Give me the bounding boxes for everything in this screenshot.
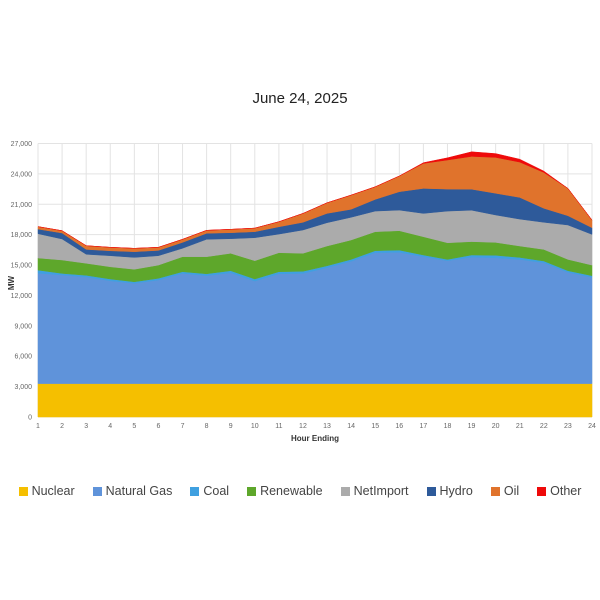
x-tick-label: 24: [588, 423, 596, 430]
x-tick-label: 3: [84, 423, 88, 430]
legend-item-netimport: NetImport: [340, 484, 409, 498]
area-other: [37, 151, 593, 249]
x-tick-label: 15: [371, 423, 379, 430]
x-tick-label: 13: [323, 423, 331, 430]
x-tick-label: 5: [132, 423, 136, 430]
legend: Nuclear Natural Gas Coal Renewable NetImport…: [0, 484, 600, 498]
x-tick-label: 17: [419, 423, 427, 430]
y-tick-label: 15,000: [11, 263, 33, 270]
x-tick-label: 16: [395, 423, 403, 430]
x-axis-label: Hour Ending: [291, 434, 339, 443]
legend-item-coal: Coal: [190, 484, 229, 498]
legend-swatch: [92, 486, 102, 496]
y-axis-label: MW: [7, 275, 16, 290]
area-series: [37, 151, 593, 418]
x-tick-label: 4: [108, 423, 112, 430]
x-tick-label: 10: [251, 423, 259, 430]
x-tick-label: 7: [181, 423, 185, 430]
x-tick-label: 12: [299, 423, 307, 430]
legend-swatch: [340, 486, 350, 496]
y-tick-label: 12,000: [11, 293, 33, 300]
legend-label: Natural Gas: [105, 484, 173, 498]
legend-item-nuclear: Nuclear: [18, 484, 75, 498]
x-tick-label: 18: [444, 423, 452, 430]
x-tick-label: 21: [516, 423, 524, 430]
y-axis-ticks: 0 3,000 6,000 9,000 12,000 15,000 18,000 21,000…: [11, 141, 33, 422]
y-tick-label: 0: [28, 415, 32, 422]
legend-item-oil: Oil: [490, 484, 520, 498]
legend-label: Renewable: [260, 484, 323, 498]
x-tick-label: 14: [347, 423, 355, 430]
y-tick-label: 21,000: [11, 202, 33, 209]
y-tick-label: 24,000: [11, 171, 33, 178]
x-tick-label: 20: [492, 423, 500, 430]
legend-label: Oil: [503, 484, 520, 498]
legend-label: Nuclear: [31, 484, 75, 498]
area-nuclear: [37, 383, 593, 418]
x-tick-label: 9: [229, 423, 233, 430]
legend-item-hydro: Hydro: [426, 484, 473, 498]
y-tick-label: 18,000: [11, 232, 33, 239]
legend-label: Coal: [203, 484, 230, 498]
x-tick-label: 1: [36, 423, 40, 430]
x-tick-label: 22: [540, 423, 548, 430]
legend-label: NetImport: [353, 484, 409, 498]
x-tick-label: 11: [275, 423, 282, 430]
chart-title: June 24, 2025: [252, 90, 348, 107]
x-tick-label: 23: [564, 423, 572, 430]
x-tick-label: 6: [156, 423, 160, 430]
y-tick-label: 3,000: [14, 384, 32, 391]
legend-swatch: [537, 486, 547, 496]
legend-swatch: [490, 486, 500, 496]
y-tick-label: 6,000: [14, 354, 32, 361]
legend-swatch: [190, 486, 200, 496]
legend-swatch: [18, 486, 28, 496]
legend-item-renewable: Renewable: [247, 484, 323, 498]
y-tick-label: 27,000: [11, 141, 33, 148]
x-tick-label: 8: [205, 423, 209, 430]
x-axis-ticks: 1 2 3 4 5 6 7 8 9 10 11 12 13 14 15 16 17 18 19 20 21 22 23 24: [36, 423, 596, 430]
legend-label: Hydro: [439, 484, 473, 498]
x-tick-label: 2: [60, 423, 64, 430]
legend-label: Other: [550, 484, 582, 498]
legend-swatch: [426, 486, 436, 496]
y-tick-label: 9,000: [14, 323, 32, 330]
legend-item-natural-gas: Natural Gas: [92, 484, 173, 498]
legend-swatch: [247, 486, 257, 496]
legend-item-other: Other: [537, 484, 581, 498]
x-tick-label: 19: [468, 423, 476, 430]
